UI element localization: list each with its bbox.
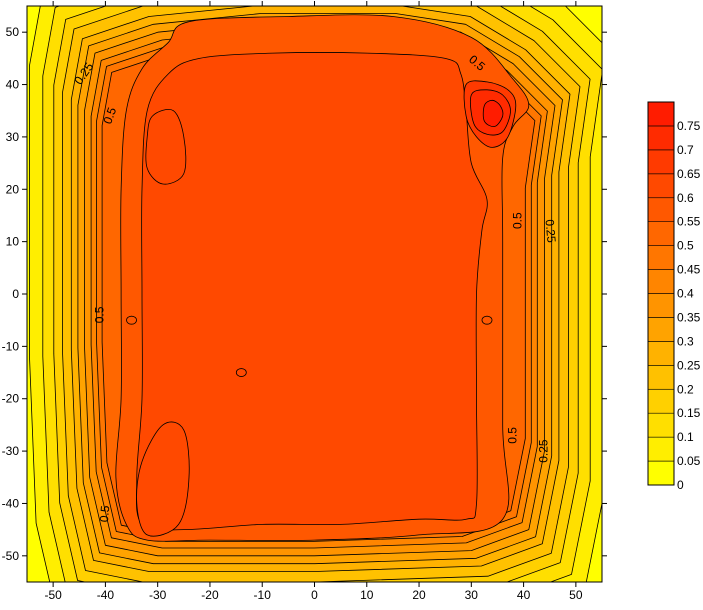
colorbar-label: 0.55 [677, 215, 701, 229]
x-tick-label: 0 [311, 588, 318, 602]
x-tick-label: -20 [201, 588, 219, 602]
colorbar-label: 0.2 [677, 382, 694, 396]
colorbar-swatch [647, 125, 675, 151]
contour-label: 0.5 [511, 212, 525, 229]
contour-label: 0.5 [100, 105, 119, 126]
y-tick-label: -50 [2, 549, 20, 563]
colorbar-swatch [647, 173, 675, 199]
colorbar-label: 0 [677, 478, 684, 492]
colorbar-label: 0.45 [677, 263, 701, 277]
colorbar-label: 0.35 [677, 310, 701, 324]
y-tick-label: -30 [2, 444, 20, 458]
y-tick-label: 30 [6, 130, 20, 144]
colorbar-label: 0.65 [677, 167, 701, 181]
colorbar-swatch [647, 221, 675, 246]
y-tick-label: -40 [2, 496, 20, 510]
contour-region [136, 421, 190, 537]
colorbar-swatch [647, 149, 675, 175]
colorbar-swatch [647, 388, 675, 414]
contour-label: 0.5 [97, 505, 112, 523]
colorbar-swatch [647, 460, 675, 486]
colorbar-swatch [647, 341, 675, 366]
colorbar-label: 0.7 [677, 143, 694, 157]
x-tick-label: -10 [254, 588, 272, 602]
colorbar-label: 0.6 [677, 191, 694, 205]
colorbar-swatch [647, 269, 675, 294]
colorbar-swatch [647, 317, 675, 342]
y-tick-label: 20 [6, 182, 20, 196]
contour-speck [235, 368, 247, 377]
colorbar-label: 0.5 [677, 239, 694, 253]
colorbar-label: 0.05 [677, 454, 701, 468]
colorbar-swatch [647, 197, 675, 222]
y-tick-label: 40 [6, 78, 20, 92]
colorbar-frame [647, 101, 675, 486]
colorbar-label: 0.75 [677, 119, 701, 133]
contour-label: 0.5 [505, 427, 519, 444]
x-tick-label: -40 [97, 588, 115, 602]
contour-region [145, 109, 187, 185]
contour-region [482, 99, 504, 127]
y-tick-label: 50 [6, 25, 20, 39]
x-tick-label: 50 [569, 588, 583, 602]
x-tick-label: -30 [149, 588, 167, 602]
contour-label: 0.25 [543, 219, 559, 244]
contour-label: 0.5 [92, 306, 106, 323]
colorbar-swatch [647, 365, 675, 390]
colorbar-swatch [647, 245, 675, 270]
y-tick-label: -10 [2, 339, 20, 353]
x-tick-label: 20 [412, 588, 426, 602]
colorbar-swatch [647, 412, 675, 438]
y-tick-label: 0 [12, 287, 19, 301]
colorbar-swatch [647, 101, 675, 127]
colorbar-swatch [647, 436, 675, 462]
plot-area: 0.250.50.50.5 0.250.50.50.250.5 [27, 6, 602, 582]
colorbar-label: 0.25 [677, 358, 701, 372]
contour-speck [481, 315, 493, 325]
x-tick-label: 10 [360, 588, 374, 602]
y-tick-label: -20 [2, 392, 20, 406]
contour-label: 0.25 [537, 439, 551, 463]
x-tick-label: -50 [44, 588, 62, 602]
contour-speck [126, 315, 137, 325]
x-tick-label: 30 [465, 588, 479, 602]
colorbar-label: 0.15 [677, 406, 701, 420]
colorbar-label: 0.1 [677, 430, 694, 444]
colorbar: 0 0.05 0.1 0.15 0.2 0.25 0.3 0.35 0.4 0.45 0.5 0.55… [647, 101, 701, 492]
contour-region [135, 52, 488, 531]
colorbar-label: 0.3 [677, 334, 694, 348]
colorbar-label: 0.4 [677, 287, 694, 301]
colorbar-swatch [647, 293, 675, 318]
y-tick-label: 10 [6, 235, 20, 249]
x-tick-label: 40 [517, 588, 531, 602]
